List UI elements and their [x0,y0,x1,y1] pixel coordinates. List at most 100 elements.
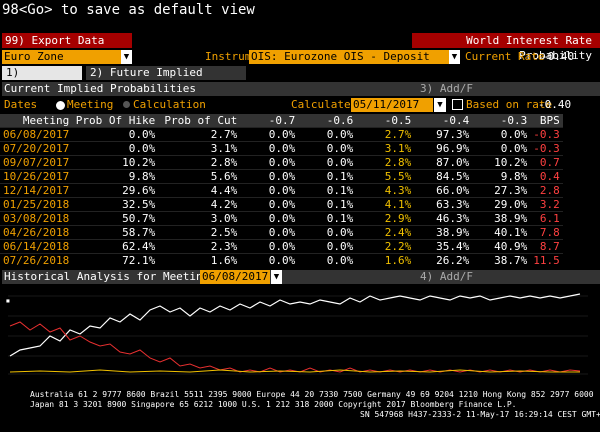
table-cell: 9.8% [72,169,159,184]
table-row[interactable]: 12/14/2017 29.6% 4.4% 0.0% 0.1% 4.3% 66.0% 27.3… [0,183,563,198]
table-cell: 10.2% [472,155,531,170]
col-rate[interactable]: -0.4 [414,114,473,128]
current-rate-label: Current Rate [465,50,545,63]
panel-header [2,82,600,96]
table-cell: 46.3% [414,211,473,226]
footer-line-2: Japan 81 3 3201 8900 Singapore 65 6212 1… [30,400,517,409]
meeting-date-cell[interactable]: 07/26/2018 [0,253,73,267]
table-cell: 2.8% [158,155,241,170]
meeting-date-cell[interactable]: 12/14/2017 [0,183,73,198]
table-cell: 72.1% [72,253,159,267]
meeting-date-cell[interactable]: 01/25/2018 [0,197,73,212]
table-cell: 0.0% [298,127,357,142]
table-cell: 32.5% [72,197,159,212]
table-cell: 2.2% [356,239,415,254]
table-cell: 0.1% [298,211,357,226]
table-row[interactable]: 07/20/2017 0.0% 3.1% 0.0% 0.0% 3.1% 96.9% 0.0% -… [0,141,563,156]
meeting-date-cell[interactable]: 04/26/2018 [0,225,73,240]
calculated-label: Calculated [291,98,358,111]
table-cell: 0.0% [240,183,299,198]
table-cell: 35.4% [414,239,473,254]
meeting-date-cell[interactable]: 06/08/2017 [0,127,73,142]
table-cell: 29.0% [472,197,531,212]
table-cell: 0.0% [298,225,357,240]
table-cell: 0.0% [472,127,531,142]
meeting-radio-label[interactable]: Meeting [67,98,114,111]
table-cell: 3.1% [158,141,241,156]
panel-title: Current Implied Probabilities [4,82,197,95]
export-data-button[interactable]: 99) Export Data [2,33,132,48]
col-prob-hike[interactable]: Prob Of Hike [72,114,159,128]
table-row[interactable]: 04/26/2018 58.7% 2.5% 0.0% 0.0% 2.4% 38.9% 40.1… [0,225,563,240]
table-cell: 0.4 [530,169,563,184]
chevron-down-icon[interactable]: ▼ [121,50,132,64]
table-cell: 0.0% [240,155,299,170]
table-cell: 0.1% [298,197,357,212]
table-cell: 0.0% [240,127,299,142]
table-row[interactable]: 06/08/2017 0.0% 2.7% 0.0% 0.0% 2.7% 97.3% 0.0% -… [0,127,563,142]
based-on-rate-label: Based on rate [466,98,553,111]
table-row[interactable]: 10/26/2017 9.8% 5.6% 0.0% 0.1% 5.5% 84.5% 9.8% 0… [0,169,563,184]
table-row[interactable]: 01/25/2018 32.5% 4.2% 0.0% 0.1% 4.1% 63.3% 29.0… [0,197,563,212]
col-prob-cut[interactable]: Prob of Cut [158,114,241,128]
meeting-date-cell[interactable]: 03/08/2018 [0,211,73,226]
command-line[interactable]: 98<Go> to save as default view [2,2,255,18]
meeting-date-cell[interactable]: 10/26/2017 [0,169,73,184]
table-cell: 2.7% [356,127,415,142]
table-cell: 84.5% [414,169,473,184]
table-cell: 29.6% [72,183,159,198]
table-cell: 66.0% [414,183,473,198]
tab-overview[interactable]: 1) Overview [2,66,82,93]
based-on-rate-checkbox[interactable] [452,99,463,110]
table-cell: 0.1% [298,169,357,184]
table-cell: 0.0% [298,155,357,170]
calculation-radio-label[interactable]: Calculation [133,98,206,111]
table-cell: 1.6% [356,253,415,267]
table-cell: 0.0% [298,253,357,267]
add-button[interactable]: 4) Add/F [420,270,473,283]
col-rate[interactable]: -0.6 [298,114,357,128]
table-cell: 2.8% [356,155,415,170]
table-cell: 50.7% [72,211,159,226]
history-chart[interactable]: ■ [0,286,600,386]
col-rate[interactable]: -0.5 [356,114,415,128]
calendar-dropdown-icon[interactable]: ▼ [434,98,446,112]
table-cell: 58.7% [72,225,159,240]
table-row[interactable]: 09/07/2017 10.2% 2.8% 0.0% 0.0% 2.8% 87.0% 10.2… [0,155,563,170]
col-rate[interactable]: -0.7 [240,114,299,128]
col-bps[interactable]: BPS [530,114,563,128]
history-title: Historical Analysis for Meeting [4,270,210,283]
region-select[interactable]: Euro Zone [2,50,130,64]
meeting-date-cell[interactable]: 06/14/2018 [0,239,73,254]
table-cell: 6.1 [530,211,563,226]
chevron-down-icon[interactable]: ▼ [449,50,460,64]
table-cell: 0.0% [240,225,299,240]
add-button[interactable]: 3) Add/F [420,82,473,95]
table-cell: 0.0% [298,141,357,156]
col-meeting[interactable]: Meeting [0,114,73,128]
table-cell: 2.3% [158,239,241,254]
table-cell: 0.0% [240,141,299,156]
table-cell: 96.9% [414,141,473,156]
col-rate[interactable]: -0.3 [472,114,531,128]
table-row[interactable]: 07/26/2018 72.1% 1.6% 0.0% 0.0% 1.6% 26.2% 38.7… [0,253,563,267]
table-cell: 9.8% [472,169,531,184]
calculation-radio[interactable] [123,101,130,108]
table-cell: 27.3% [472,183,531,198]
table-row[interactable]: 03/08/2018 50.7% 3.0% 0.0% 0.1% 2.9% 46.3% 38.9… [0,211,563,226]
tab-future-implied-probability[interactable]: 2) Future Implied Probability [86,66,246,93]
instrument-select[interactable]: OIS: Eurozone OIS - Deposit [249,50,449,64]
table-cell: 38.7% [472,253,531,267]
history-meeting-select[interactable]: 06/08/2017 [200,270,270,284]
svg-text:■: ■ [6,298,10,303]
table-cell: 3.2 [530,197,563,212]
meeting-date-cell[interactable]: 07/20/2017 [0,141,73,156]
table-cell: 0.0% [240,239,299,254]
chevron-down-icon[interactable]: ▼ [271,270,282,284]
table-header-row: Meeting Prob Of Hike Prob of Cut -0.7 -0… [0,114,563,128]
calculated-date-input[interactable]: 05/11/2017 [351,98,433,112]
meeting-radio[interactable] [56,101,65,110]
meeting-date-cell[interactable]: 09/07/2017 [0,155,73,170]
table-row[interactable]: 06/14/2018 62.4% 2.3% 0.0% 0.0% 2.2% 35.4% 40.9… [0,239,563,254]
table-cell: 8.7 [530,239,563,254]
